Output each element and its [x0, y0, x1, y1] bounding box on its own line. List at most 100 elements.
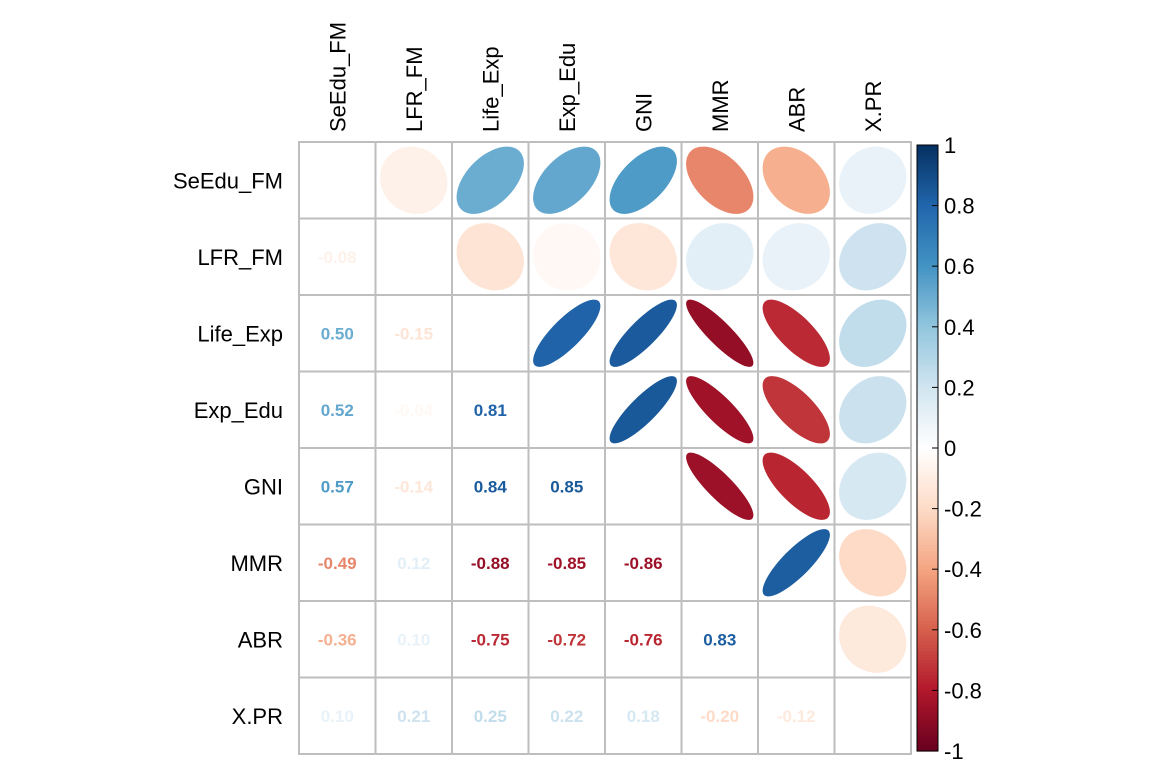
colorbar-segment	[917, 344, 938, 349]
colorbar-segment	[917, 175, 938, 179]
colorbar-segment	[917, 490, 938, 495]
value-label-exp-edu-lfr-fm: -0.04	[394, 401, 433, 420]
colorbar-segment	[917, 514, 938, 519]
colorbar-segment	[917, 375, 938, 379]
value-label-exp-edu-seedu-fm: 0.52	[321, 401, 354, 420]
colorbar-segment	[917, 566, 938, 570]
colorbar-segment	[917, 278, 938, 282]
colorbar-segment	[917, 620, 938, 625]
colorbar-segment	[917, 705, 938, 710]
colorbar-segment	[917, 651, 938, 655]
colorbar-segment	[917, 302, 938, 307]
colorbar-segment	[917, 411, 938, 416]
colorbar-segment	[917, 608, 938, 613]
colorbar-segment	[917, 744, 938, 749]
colorbar-segment	[917, 660, 938, 664]
colorbar-segment	[917, 563, 938, 567]
colorbar-segment	[917, 593, 938, 598]
value-label-lfr-fm-seedu-fm: -0.08	[318, 248, 357, 267]
matrix-cells: -0.08 0.50 -0.15 0.52 -0.04 0.81 0.57 -0.14 0.84…	[318, 146, 907, 726]
colorbar-segment	[917, 269, 938, 273]
grid-cell	[527, 370, 606, 449]
colorbar-segment	[917, 326, 938, 331]
colorbar-segment	[917, 338, 938, 343]
colorbar-segment	[917, 463, 938, 467]
row-label-exp-edu: Exp_Edu	[194, 398, 283, 423]
colorbar-segment	[917, 714, 938, 719]
colorbar-segment	[917, 466, 938, 470]
colorbar-segment	[917, 187, 938, 192]
colorbar-segment	[917, 526, 938, 531]
value-label-abr-lfr-fm: 0.10	[397, 630, 430, 649]
colorbar-segment	[917, 296, 938, 301]
value-label-x-pr-exp-edu: 0.22	[550, 707, 583, 726]
ellipse-seedu-fm-x-pr	[839, 146, 907, 214]
value-label-life-exp-lfr-fm: -0.15	[394, 324, 433, 343]
colorbar-segment	[917, 696, 938, 701]
colorbar-segment	[917, 511, 938, 516]
value-label-gni-lfr-fm: -0.14	[394, 477, 433, 496]
colorbar-segment	[917, 508, 938, 513]
colorbar-tick-label: 0.6	[944, 254, 975, 279]
colorbar-segment	[917, 623, 938, 628]
colorbar-segment	[917, 181, 938, 185]
colorbar-segment	[917, 747, 938, 752]
colorbar-segment	[917, 287, 938, 292]
colorbar-segment	[917, 432, 938, 437]
grid-cell	[298, 141, 377, 220]
value-label-abr-mmr: 0.83	[703, 630, 736, 649]
colorbar-segment	[917, 444, 938, 449]
colorbar-segment	[917, 581, 938, 585]
value-label-abr-exp-edu: -0.72	[547, 630, 586, 649]
colorbar-segment	[917, 448, 938, 452]
colorbar-segment	[917, 647, 938, 652]
colorbar-segment	[917, 363, 938, 367]
colorbar-tick-label: -0.2	[944, 497, 982, 522]
colorbar-segment	[917, 229, 938, 234]
colorbar-segment	[917, 675, 938, 679]
colorbar-segment	[917, 372, 938, 376]
colorbar-segment	[917, 681, 938, 685]
grid-cell	[757, 600, 836, 679]
colorbar-segment	[917, 393, 938, 398]
colorbar-tick-label: -0.8	[944, 678, 982, 703]
ellipse-lfr-fm-abr	[762, 223, 830, 291]
colorbar-segment	[917, 193, 938, 198]
row-label-mmr: MMR	[230, 551, 283, 576]
colorbar-segment	[917, 723, 938, 728]
column-label-mmr: MMR	[708, 79, 733, 132]
colorbar-segment	[917, 644, 938, 649]
colorbar-segment	[917, 699, 938, 704]
colorbar-segment	[917, 502, 938, 507]
colorbar-segment	[917, 172, 938, 176]
colorbar-segment	[917, 557, 938, 561]
colorbar-segment	[917, 626, 938, 631]
colorbar-segment	[917, 299, 938, 304]
row-label-gni: GNI	[244, 474, 283, 499]
colorbar-segment	[917, 629, 938, 634]
colorbar-segment	[917, 717, 938, 722]
colorbar-segment	[917, 478, 938, 482]
colorbar-tick-label: 0.4	[944, 315, 975, 340]
colorbar-segment	[917, 572, 938, 576]
ellipse-seedu-fm-exp-edu	[533, 146, 601, 214]
colorbar-segment	[917, 669, 938, 673]
colorbar-segment	[917, 323, 938, 328]
colorbar-segment	[917, 596, 938, 601]
colorbar-segment	[917, 405, 938, 410]
colorbar-segment	[917, 166, 938, 170]
colorbar-segment	[917, 169, 938, 173]
colorbar-segment	[917, 657, 938, 661]
colorbar-segment	[917, 341, 938, 346]
grid-cell	[374, 217, 453, 296]
colorbar-segment	[917, 244, 938, 249]
colorbar-segment	[917, 148, 938, 152]
colorbar-segment	[917, 317, 938, 322]
column-label-exp-edu: Exp_Edu	[555, 43, 580, 132]
colorbar-segment	[917, 284, 938, 289]
colorbar-segment	[917, 693, 938, 698]
colorbar-segment	[917, 178, 938, 182]
colorbar-segment	[917, 214, 938, 219]
colorbar-segment	[917, 599, 938, 604]
value-label-mmr-gni: -0.86	[624, 554, 663, 573]
